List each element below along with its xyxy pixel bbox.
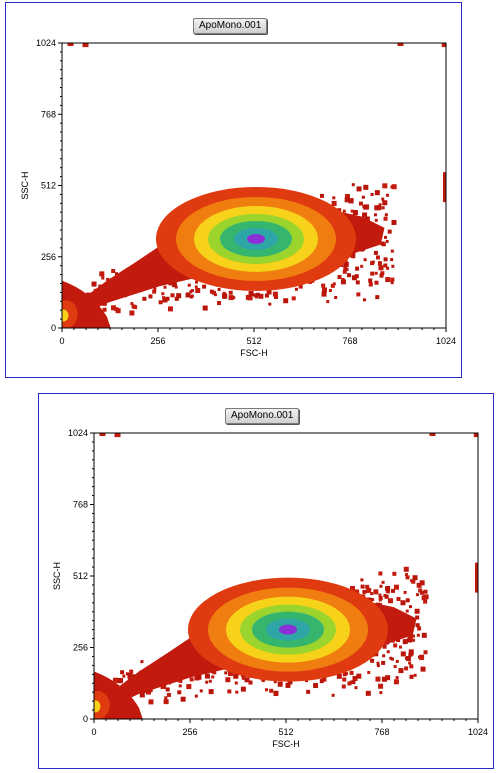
- x-tick-label: 0: [91, 727, 96, 737]
- y-tick-label: 0: [51, 323, 56, 333]
- density-plot-1: 0 256 512 768 1024 0 256 512 768 1024 FSC-H SSC-H: [20, 38, 456, 358]
- x-tick-label: 512: [246, 336, 261, 346]
- x-axis-label: FSC-H: [240, 348, 268, 358]
- x-tick-label: 1024: [436, 336, 456, 346]
- x-tick-label: 768: [342, 336, 357, 346]
- density-ring: [279, 624, 297, 635]
- plot-title-1[interactable]: ApoMono.001: [193, 18, 268, 34]
- plot-panel-1: ApoMono.001 0 256 512 768 1024 0 256 512 768 1024…: [5, 2, 462, 378]
- y-tick-label: 256: [41, 252, 56, 262]
- density-plot-2: 0 256 512 768 1024 0 256 512 768 1024 FSC-H SSC-H: [52, 428, 488, 749]
- y-tick-label: 1024: [68, 428, 88, 438]
- y-tick-label: 768: [41, 109, 56, 119]
- plot-title-2[interactable]: ApoMono.001: [225, 408, 300, 424]
- axes: 0 256 512 768 1024 0 256 512 768 1024 FSC-H SSC-H: [52, 428, 488, 749]
- x-tick-label: 1024: [468, 727, 488, 737]
- y-tick-label: 0: [83, 714, 88, 724]
- x-tick-label: 0: [59, 336, 64, 346]
- y-tick-label: 256: [73, 643, 88, 653]
- plot-panel-2: ApoMono.001 0 256 512 768 1024 0 256 512 768 1024…: [38, 393, 494, 769]
- x-tick-label: 512: [278, 727, 293, 737]
- y-tick-label: 768: [73, 500, 88, 510]
- y-tick-label: 512: [73, 571, 88, 581]
- x-tick-label: 256: [150, 336, 165, 346]
- density-ring: [247, 233, 265, 244]
- x-tick-label: 768: [374, 727, 389, 737]
- y-axis-label: SSC-H: [52, 562, 62, 590]
- y-tick-label: 1024: [36, 38, 56, 48]
- x-axis-label: FSC-H: [272, 739, 300, 749]
- y-axis-label: SSC-H: [20, 171, 30, 199]
- axes: 0 256 512 768 1024 0 256 512 768 1024 FSC-H SSC-H: [20, 38, 456, 358]
- y-tick-label: 512: [41, 181, 56, 191]
- x-tick-label: 256: [182, 727, 197, 737]
